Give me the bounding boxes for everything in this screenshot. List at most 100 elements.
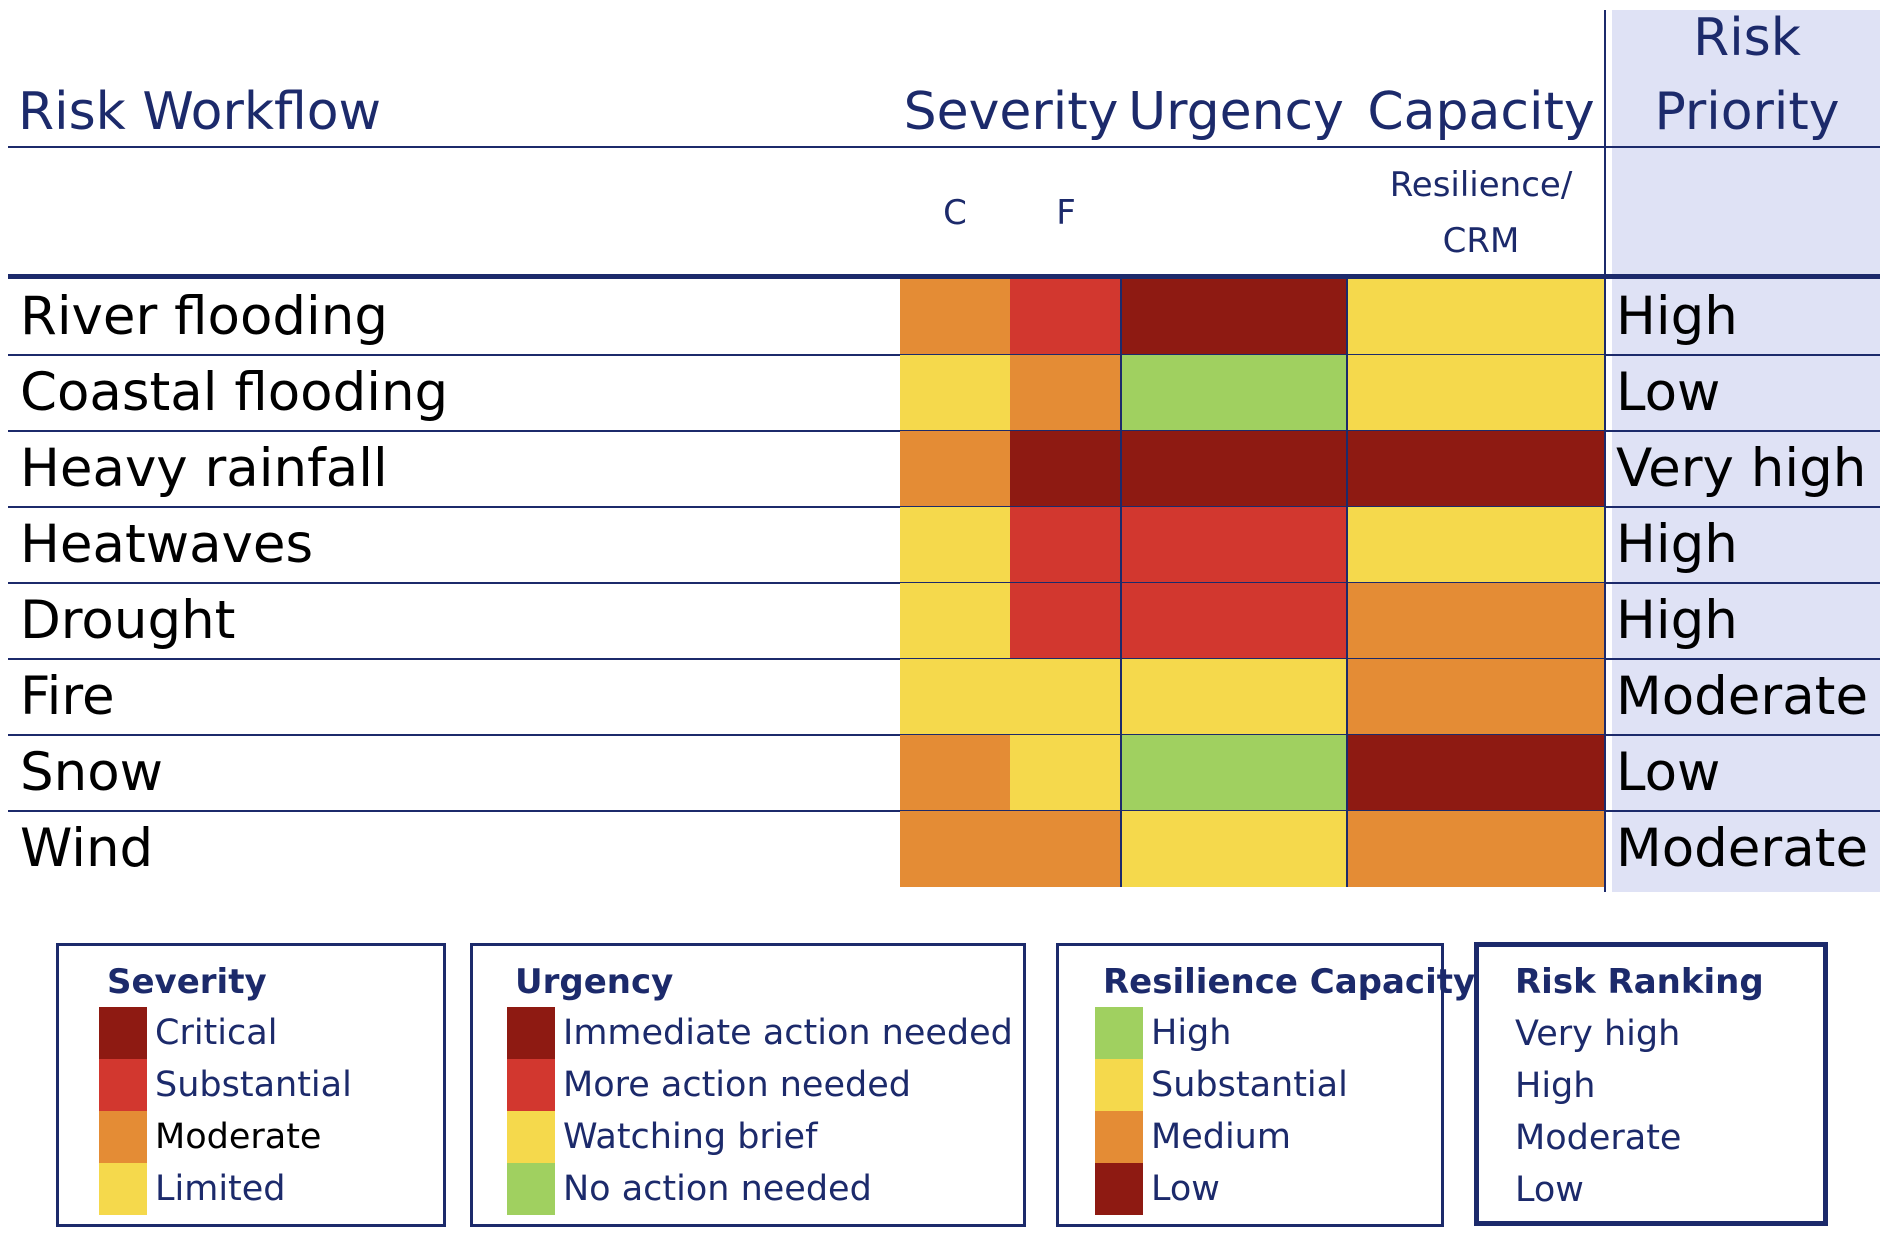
legend-item: High bbox=[1515, 1060, 1595, 1112]
legend-label: Limited bbox=[155, 1169, 286, 1209]
heatmap-cell-resilience bbox=[1348, 507, 1604, 583]
risk-ranking-legend: Risk Ranking Very high High Moderate Low bbox=[1474, 942, 1828, 1226]
priority-label: Low bbox=[1616, 362, 1721, 423]
heatmap-cell-c bbox=[900, 583, 1010, 659]
legend-swatch bbox=[507, 1059, 555, 1111]
legend-item: Very high bbox=[1515, 1008, 1680, 1060]
urgency-header: Urgency bbox=[1128, 82, 1344, 142]
legend-item: Substantial bbox=[99, 1059, 352, 1111]
heatmap-cell-f bbox=[1010, 583, 1122, 659]
legend-item: Moderate bbox=[99, 1111, 321, 1163]
priority-label: Low bbox=[1616, 742, 1721, 803]
heatmap-cell-c bbox=[900, 355, 1010, 431]
priority-header-line1: Risk bbox=[1693, 8, 1801, 68]
legend-item: No action needed bbox=[507, 1163, 872, 1215]
legend-swatch bbox=[1095, 1059, 1143, 1111]
row-label: Drought bbox=[20, 590, 236, 651]
legend-label: Moderate bbox=[155, 1117, 322, 1157]
legend-label: More action needed bbox=[563, 1065, 911, 1105]
heatmap-cell-urgency bbox=[1122, 355, 1348, 431]
legend-swatch bbox=[507, 1007, 555, 1059]
heatmap-cell-c bbox=[900, 279, 1010, 355]
legend-swatch bbox=[1095, 1163, 1143, 1215]
heatmap-cell-urgency bbox=[1122, 507, 1348, 583]
heatmap-cell-f bbox=[1010, 507, 1122, 583]
heatmap-cell-resilience bbox=[1348, 355, 1604, 431]
heatmap-cell-urgency bbox=[1122, 735, 1348, 811]
heatmap-cell-urgency bbox=[1122, 659, 1348, 735]
heatmap-cell-resilience bbox=[1348, 583, 1604, 659]
priority-label: High bbox=[1616, 286, 1738, 347]
priority-column-background bbox=[1612, 10, 1880, 892]
legend-item: High bbox=[1095, 1007, 1231, 1059]
urgency-legend-title: Urgency bbox=[515, 962, 674, 1002]
heatmap-cell-f bbox=[1010, 659, 1122, 735]
heatmap-cell-resilience bbox=[1348, 659, 1604, 735]
legend-label: Watching brief bbox=[563, 1117, 818, 1157]
subheader-f: F bbox=[1056, 193, 1076, 233]
legend-swatch bbox=[507, 1163, 555, 1215]
heatmap-cell-f bbox=[1010, 355, 1122, 431]
priority-column-divider bbox=[1604, 10, 1606, 892]
table-top-rule bbox=[8, 274, 1880, 279]
subheader-resilience-line2: CRM bbox=[1442, 221, 1520, 261]
resilience-legend-title: Resilience Capacity bbox=[1103, 962, 1476, 1002]
row-label: Heatwaves bbox=[20, 514, 314, 575]
heatmap-cell-c bbox=[900, 735, 1010, 811]
severity-legend: Severity Critical Substantial Moderate Limi… bbox=[56, 943, 446, 1227]
legend-swatch bbox=[99, 1163, 147, 1215]
heatmap-cell-urgency bbox=[1122, 811, 1348, 887]
legend-item: Immediate action needed bbox=[507, 1007, 1013, 1059]
legend-label: High bbox=[1151, 1013, 1232, 1053]
legend-label: No action needed bbox=[563, 1169, 872, 1209]
legend-label: Low bbox=[1151, 1169, 1220, 1209]
legend-item: Critical bbox=[99, 1007, 277, 1059]
column-divider bbox=[1120, 279, 1122, 887]
heatmap-cell-resilience bbox=[1348, 735, 1604, 811]
legend-swatch bbox=[507, 1111, 555, 1163]
legend-label: Critical bbox=[155, 1013, 278, 1053]
priority-label: High bbox=[1616, 590, 1738, 651]
heatmap-cell-urgency bbox=[1122, 431, 1348, 507]
priority-label: Very high bbox=[1616, 438, 1867, 499]
priority-label: Moderate bbox=[1616, 666, 1869, 727]
legend-label: Immediate action needed bbox=[563, 1013, 1013, 1053]
legend-swatch bbox=[99, 1111, 147, 1163]
row-label: Snow bbox=[20, 742, 164, 803]
heatmap-cell-resilience bbox=[1348, 431, 1604, 507]
capacity-header: Capacity bbox=[1367, 82, 1595, 142]
legend-label: Medium bbox=[1151, 1117, 1291, 1157]
legend-swatch bbox=[99, 1059, 147, 1111]
heatmap-cell-f bbox=[1010, 279, 1122, 355]
severity-legend-title: Severity bbox=[107, 962, 267, 1002]
row-label: Fire bbox=[20, 666, 115, 727]
heatmap-cell-resilience bbox=[1348, 279, 1604, 355]
legend-label: High bbox=[1515, 1066, 1596, 1106]
legend-label: Substantial bbox=[155, 1065, 352, 1105]
heatmap-cell-c bbox=[900, 811, 1010, 887]
legend-label: Very high bbox=[1515, 1014, 1681, 1054]
legend-label: Moderate bbox=[1515, 1118, 1682, 1158]
urgency-legend: Urgency Immediate action needed More acti… bbox=[470, 943, 1026, 1227]
heatmap-cell-c bbox=[900, 431, 1010, 507]
header-divider bbox=[8, 146, 1880, 148]
page-title: Risk Workflow bbox=[18, 82, 382, 142]
legend-swatch bbox=[99, 1007, 147, 1059]
row-label: River flooding bbox=[20, 286, 388, 347]
legend-item: Low bbox=[1515, 1164, 1584, 1216]
legend-item: Medium bbox=[1095, 1111, 1291, 1163]
legend-item: Moderate bbox=[1515, 1112, 1681, 1164]
heatmap-cell-urgency bbox=[1122, 583, 1348, 659]
heatmap-cell-f bbox=[1010, 735, 1122, 811]
heatmap-cell-resilience bbox=[1348, 811, 1604, 887]
priority-label: High bbox=[1616, 514, 1738, 575]
legend-label: Substantial bbox=[1151, 1065, 1348, 1105]
legend-swatch bbox=[1095, 1007, 1143, 1059]
heatmap-cell-c bbox=[900, 659, 1010, 735]
resilience-legend: Resilience Capacity High Substantial Mediu… bbox=[1056, 943, 1475, 1227]
risk-ranking-legend-title: Risk Ranking bbox=[1515, 962, 1764, 1002]
subheader-resilience-line1: Resilience/ bbox=[1389, 165, 1573, 205]
legend-item: Limited bbox=[99, 1163, 286, 1215]
priority-header-line2: Priority bbox=[1654, 82, 1840, 142]
legend-item: Substantial bbox=[1095, 1059, 1348, 1111]
